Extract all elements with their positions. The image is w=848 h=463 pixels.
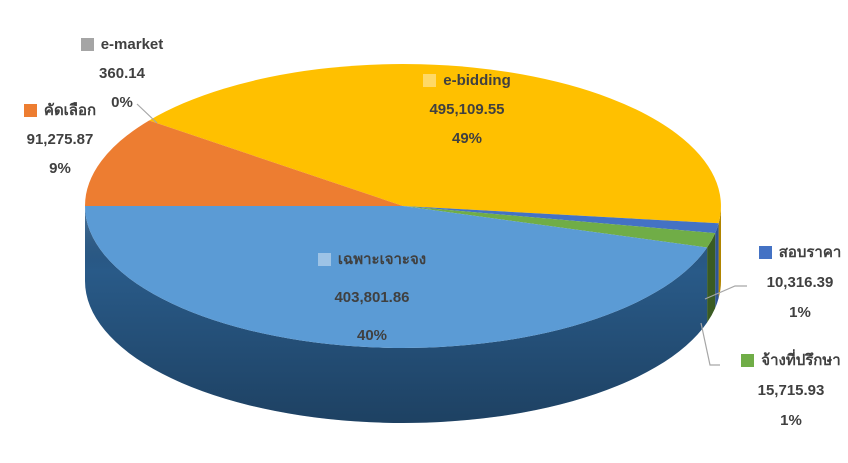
series-name-label: e-market — [100, 36, 164, 53]
leader-line-e-market — [136, 103, 158, 124]
callout-e-market: e-market 360.14 0% — [47, 30, 197, 117]
slice-top-selection — [85, 120, 403, 206]
series-name-label: สอบราคา — [778, 243, 842, 261]
consulting-swatch — [741, 353, 755, 367]
series-value-label: 403,801.86 — [334, 288, 410, 306]
quotation-swatch — [758, 245, 772, 259]
series-percent-label: 0% — [111, 94, 133, 111]
callout-selection-name-row: คัดเลือก — [23, 96, 97, 125]
slice-top-quotation — [403, 206, 719, 234]
series-percent-label: 1% — [780, 411, 802, 429]
callout-selection: คัดเลือก 91,275.87 9% — [0, 96, 125, 183]
series-value-label: 15,715.93 — [757, 381, 825, 399]
series-value-label: 495,109.55 — [429, 101, 505, 118]
series-name-label: คัดเลือก — [43, 102, 97, 119]
callout-e-bidding: e-bidding 495,109.55 49% — [387, 66, 547, 153]
slice-side-consulting — [707, 233, 716, 323]
callout-e-bidding-name-row: e-bidding — [423, 66, 511, 95]
series-percent-label: 40% — [356, 326, 388, 344]
slice-side-quotation — [715, 223, 719, 309]
selection-swatch — [23, 104, 37, 117]
slice-top-e-bidding — [149, 64, 721, 224]
slice-side-shading-overlay — [85, 206, 708, 423]
slice-top-specific — [85, 206, 708, 348]
callout-quotation: สอบราคา 10,316.39 1% — [742, 237, 848, 327]
callout-specific: เฉพาะเจาะจง 403,801.86 40% — [287, 240, 457, 354]
series-name-label: e-bidding — [443, 72, 511, 89]
series-percent-label: 1% — [789, 303, 811, 321]
series-percent-label: 49% — [451, 130, 483, 147]
e-market-swatch — [80, 38, 94, 51]
series-value-label: 91,275.87 — [26, 131, 94, 148]
callout-quotation-name-row: สอบราคา — [758, 237, 842, 267]
e-bidding-swatch — [423, 74, 437, 87]
slice-top-consulting — [403, 206, 716, 248]
leader-line-consulting — [700, 322, 720, 366]
series-name-label: เฉพาะเจาะจง — [337, 250, 427, 268]
series-percent-label: 9% — [49, 160, 71, 177]
series-value-label: 360.14 — [99, 65, 145, 82]
callout-specific-name-row: เฉพาะเจาะจง — [317, 240, 427, 278]
series-name-label: จ้างที่ปรึกษา — [761, 351, 841, 369]
callout-consulting-name-row: จ้างที่ปรึกษา — [741, 345, 841, 375]
specific-swatch — [317, 252, 331, 266]
slice-side-e-bidding — [718, 206, 721, 299]
callout-e-market-name-row: e-market — [80, 30, 164, 59]
leader-line-quotation — [704, 285, 747, 300]
series-value-label: 10,316.39 — [766, 273, 834, 291]
callout-consulting: จ้างที่ปรึกษา 15,715.93 1% — [716, 345, 848, 435]
